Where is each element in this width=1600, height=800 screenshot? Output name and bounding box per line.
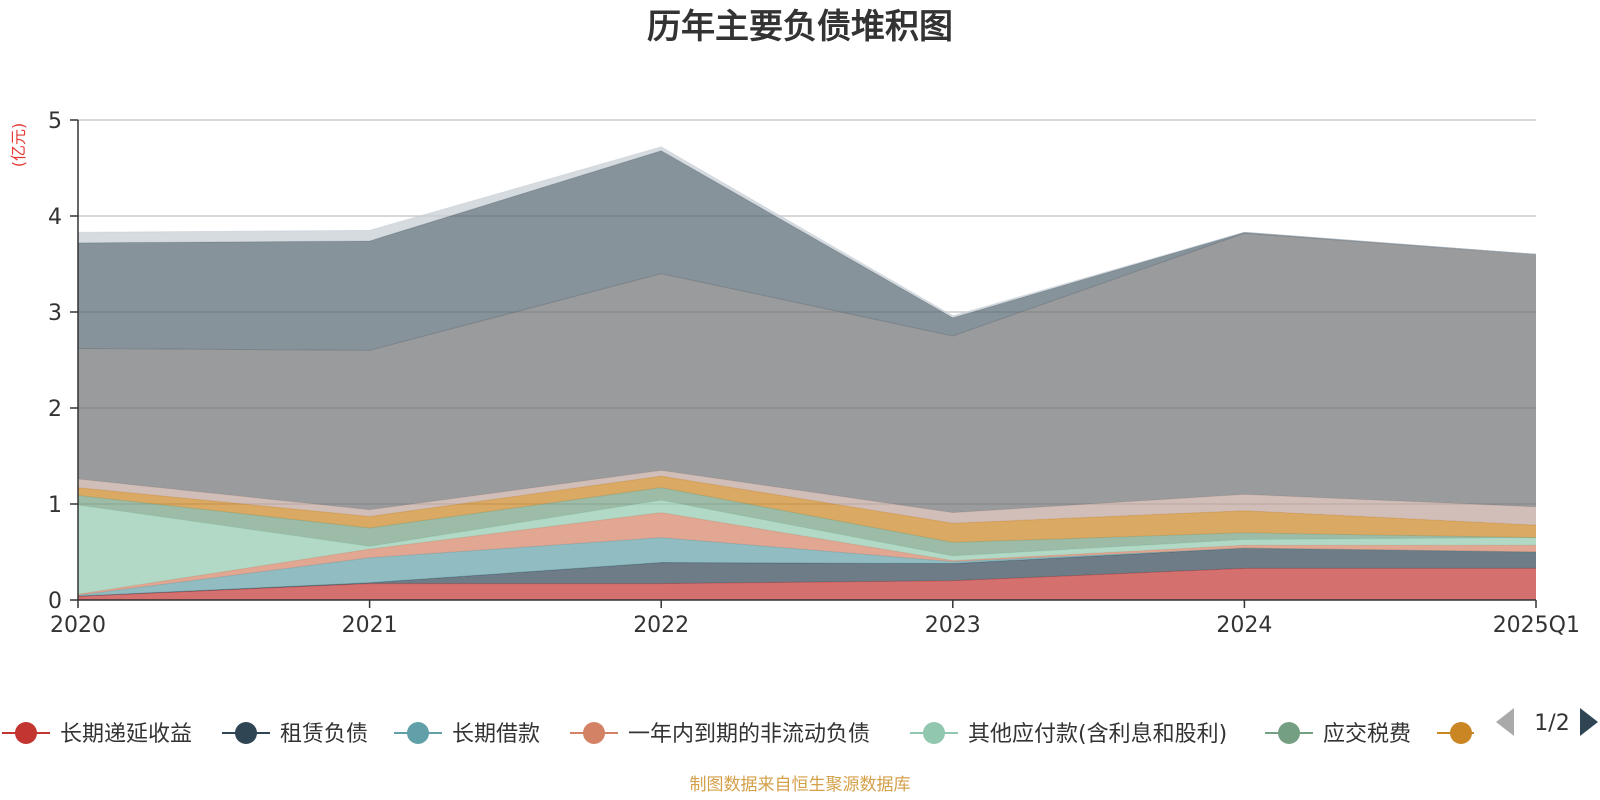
x-tick-label-2023: 2023	[925, 613, 981, 638]
x-tick-label-2022: 2022	[633, 613, 689, 638]
legend-page-indicator: 1/2	[1534, 711, 1569, 736]
legend-next-page-icon[interactable]	[1580, 708, 1598, 736]
legend-label: 其他应付款(含利息和股利)	[968, 722, 1227, 747]
y-tick-label-1: 1	[48, 493, 62, 518]
legend-item-2[interactable]: 长期借款	[394, 722, 540, 747]
legend-item-6[interactable]: 应付职工薪酬	[1437, 722, 1600, 747]
legend-circle-marker	[1278, 722, 1300, 744]
legend-label: 应交税费	[1323, 722, 1411, 747]
legend-label: 长期借款	[452, 722, 540, 747]
y-tick-label-2: 2	[48, 397, 62, 422]
legend-label: 租赁负债	[280, 722, 368, 747]
legend-item-4[interactable]: 其他应付款(含利息和股利)	[910, 722, 1227, 747]
area-series-2	[78, 537, 1536, 597]
area-series-8	[78, 233, 1536, 513]
legend-circle-marker	[923, 722, 945, 744]
area-series-3	[78, 512, 1536, 596]
area-series-7	[78, 470, 1536, 526]
y-tick-label-3: 3	[48, 301, 62, 326]
legend: 长期递延收益 租赁负债 长期借款 一年内到期的非流动负债 其他应付款(含利息和股利) 应交…	[2, 722, 1600, 747]
legend-item-5[interactable]: 应交税费	[1265, 722, 1411, 747]
legend-circle-marker	[15, 722, 37, 744]
y-axis-unit-label: (亿元)	[9, 123, 28, 168]
legend-circle-marker	[583, 722, 605, 744]
legend-label: 一年内到期的非流动负债	[628, 722, 870, 747]
data-source-note: 制图数据来自恒生聚源数据库	[690, 775, 911, 795]
area-series-1	[78, 548, 1536, 597]
legend-item-3[interactable]: 一年内到期的非流动负债	[570, 722, 870, 747]
area-series-4	[78, 500, 1536, 595]
legend-item-1[interactable]: 租赁负债	[222, 722, 368, 747]
legend-prev-page-icon[interactable]	[1496, 708, 1514, 736]
legend-pager: 1/2	[1496, 708, 1598, 736]
legend-circle-marker	[407, 722, 429, 744]
y-tick-label-0: 0	[48, 589, 62, 614]
x-tick-label-2024: 2024	[1216, 613, 1272, 638]
area-series-9	[78, 150, 1536, 351]
x-tick-label-2020: 2020	[50, 613, 106, 638]
area-series-group	[77, 146, 1537, 600]
x-tick-label-2025Q1: 2025Q1	[1493, 613, 1580, 638]
area-series-10	[78, 146, 1536, 318]
legend-items: 长期递延收益 租赁负债 长期借款 一年内到期的非流动负债 其他应付款(含利息和股利) 应交…	[2, 722, 1600, 747]
legend-item-0[interactable]: 长期递延收益	[2, 722, 192, 747]
area-series-5	[78, 487, 1536, 556]
y-tick-label-4: 4	[48, 205, 62, 230]
legend-circle-marker	[1450, 722, 1472, 744]
chart-title: 历年主要负债堆积图	[647, 7, 953, 47]
area-series-6	[78, 476, 1536, 543]
axes: 0 1 2 3 4 5 2020 2021 2022 2023 2024 2025Q1	[48, 109, 1580, 638]
legend-circle-marker	[235, 722, 257, 744]
y-tick-label-5: 5	[48, 109, 62, 134]
legend-label: 长期递延收益	[60, 722, 192, 747]
x-tick-label-2021: 2021	[342, 613, 398, 638]
area-series-0	[78, 568, 1536, 600]
area-series-line-10	[77, 146, 1537, 317]
